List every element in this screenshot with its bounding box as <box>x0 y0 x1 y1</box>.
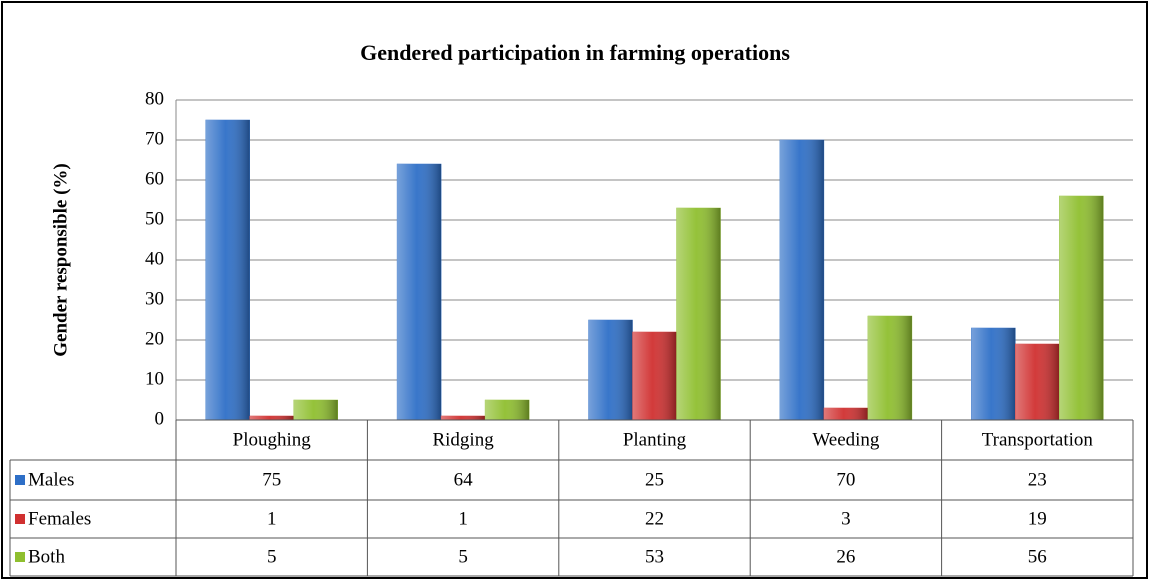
table-value: 53 <box>645 546 664 567</box>
x-tick-label: Ploughing <box>233 429 312 450</box>
x-tick-label: Ridging <box>432 429 494 450</box>
legend-label: Males <box>28 469 74 490</box>
bar-shade <box>823 408 868 420</box>
legend-key <box>15 514 25 524</box>
bar-shade <box>632 332 677 420</box>
y-tick-label: 50 <box>145 208 164 229</box>
y-tick-label: 20 <box>145 328 164 349</box>
table-value: 1 <box>267 508 277 529</box>
table-value: 5 <box>267 546 277 567</box>
legend-label: Both <box>28 546 65 567</box>
bar-shade <box>249 416 294 420</box>
legend-label: Females <box>28 508 91 529</box>
legend-key <box>15 475 25 485</box>
bar-shade <box>397 164 442 420</box>
x-tick-label: Weeding <box>812 429 880 450</box>
table-value: 3 <box>841 508 851 529</box>
bar-shade <box>1059 196 1104 420</box>
table-value: 75 <box>262 469 281 490</box>
bar-shade <box>867 316 912 420</box>
table-value: 19 <box>1028 508 1047 529</box>
y-tick-label: 30 <box>145 288 164 309</box>
bar-shade <box>293 400 338 420</box>
table-value: 25 <box>645 469 664 490</box>
y-axis-label: Gender responsible (%) <box>50 163 71 357</box>
bar-shade <box>779 140 824 420</box>
legend-key <box>15 552 25 562</box>
y-tick-label: 70 <box>145 128 164 149</box>
y-tick-label: 0 <box>155 408 165 429</box>
table-value: 56 <box>1028 546 1047 567</box>
table-value: 23 <box>1028 469 1047 490</box>
table-value: 64 <box>454 469 474 490</box>
table-value: 26 <box>836 546 855 567</box>
bar-shade <box>205 120 250 420</box>
y-tick-label: 10 <box>145 368 164 389</box>
table-value: 70 <box>836 469 855 490</box>
table-value: 1 <box>458 508 468 529</box>
table-value: 5 <box>458 546 468 567</box>
table-value: 22 <box>645 508 664 529</box>
x-tick-label: Planting <box>623 429 687 450</box>
bar-shade <box>588 320 633 420</box>
bar-shade <box>485 400 530 420</box>
x-tick-label: Transportation <box>982 429 1094 450</box>
bar-shade <box>441 416 486 420</box>
bar-shade <box>971 328 1016 420</box>
chart-title: Gendered participation in farming operat… <box>360 40 790 65</box>
bar-shade <box>676 208 721 420</box>
y-tick-label: 40 <box>145 248 164 269</box>
y-tick-label: 60 <box>145 168 164 189</box>
y-tick-label: 80 <box>145 88 164 109</box>
bar-shade <box>1015 344 1060 420</box>
